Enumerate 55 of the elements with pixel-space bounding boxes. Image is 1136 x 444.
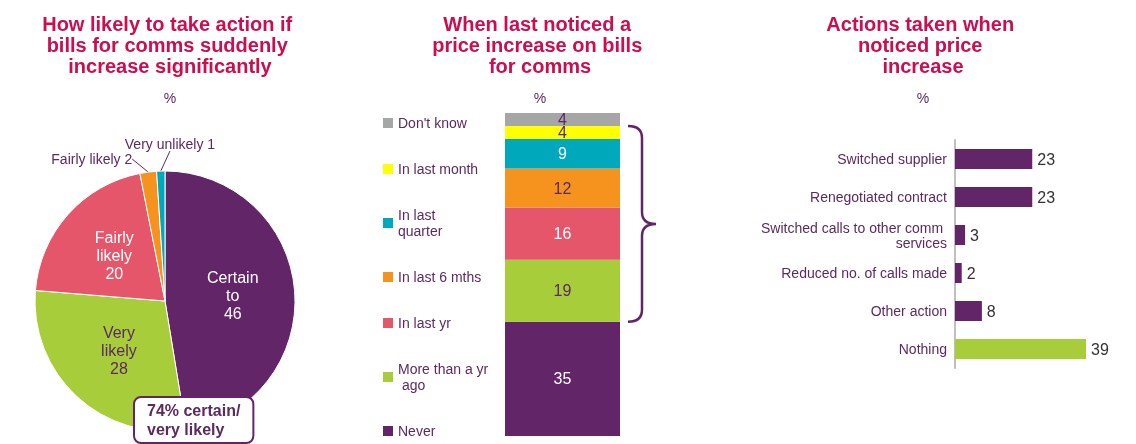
bar xyxy=(955,225,966,245)
data-label: 46 xyxy=(223,305,242,322)
bar xyxy=(955,187,1033,207)
y-tick-label: Other action xyxy=(870,303,947,319)
legend-label: Don't know xyxy=(398,115,468,131)
chart-subtitle: % xyxy=(163,90,177,106)
data-label: 39 xyxy=(1091,340,1109,358)
legend-label: In last quarter xyxy=(398,207,443,239)
slice-label: Very unlikely xyxy=(124,136,204,153)
data-label: 12 xyxy=(553,179,572,197)
data-label: 2 xyxy=(124,151,133,168)
bar xyxy=(955,263,962,283)
chart-subtitle: % xyxy=(916,90,930,106)
text: 74% certain/ very likely xyxy=(147,402,241,438)
legend-label: In last 6 mths xyxy=(398,269,482,285)
legend-label: In last month xyxy=(398,161,479,177)
data-label: 9 xyxy=(558,145,568,163)
y-tick-label: Switched supplier xyxy=(837,151,948,167)
data-label: 16 xyxy=(553,225,572,243)
bar xyxy=(505,259,620,322)
bar xyxy=(505,321,620,436)
legend-label: In last yr xyxy=(398,315,452,331)
bar xyxy=(505,126,620,140)
data-label: 8 xyxy=(986,302,996,320)
data-label: 28 xyxy=(110,360,128,378)
bar xyxy=(955,339,1086,359)
slice-label: Very likely xyxy=(101,324,137,360)
data-label: 2 xyxy=(966,264,976,282)
y-tick-label: Switched calls to other comm services xyxy=(761,219,947,251)
bar xyxy=(955,301,982,321)
legend-label: More than a yr ago xyxy=(398,361,489,393)
bar xyxy=(505,168,620,208)
y-tick-label: Nothing xyxy=(898,341,947,357)
y-tick-label: Renegotiated contract xyxy=(810,189,948,205)
legend-label: Never xyxy=(398,423,436,439)
chart-title: When last noticed a price increase on bills for comms xyxy=(432,12,648,77)
bar xyxy=(955,149,1033,169)
data-label: 1 xyxy=(207,136,216,153)
data-label: 35 xyxy=(553,370,572,388)
data-label: 4 xyxy=(558,124,568,142)
bar xyxy=(505,113,620,127)
data-label: 23 xyxy=(1037,150,1056,168)
bar xyxy=(505,139,620,169)
data-label: 19 xyxy=(553,282,572,300)
y-tick-label: Reduced no. of calls made xyxy=(781,265,948,281)
chart-title: How likely to take action if bills for comms suddenly increase significantly xyxy=(42,12,298,77)
data-label: 3 xyxy=(970,226,980,244)
data-label: 20 xyxy=(105,265,124,283)
slice-label: Certain to xyxy=(206,269,259,304)
chart-title: Actions taken when noticed price increase xyxy=(826,12,1020,77)
bar xyxy=(505,207,620,260)
data-label: 23 xyxy=(1037,188,1056,206)
slice-label: Fairly likely xyxy=(51,151,121,168)
slice-label: Fairly likely xyxy=(94,229,134,265)
chart-subtitle: % xyxy=(533,90,547,106)
